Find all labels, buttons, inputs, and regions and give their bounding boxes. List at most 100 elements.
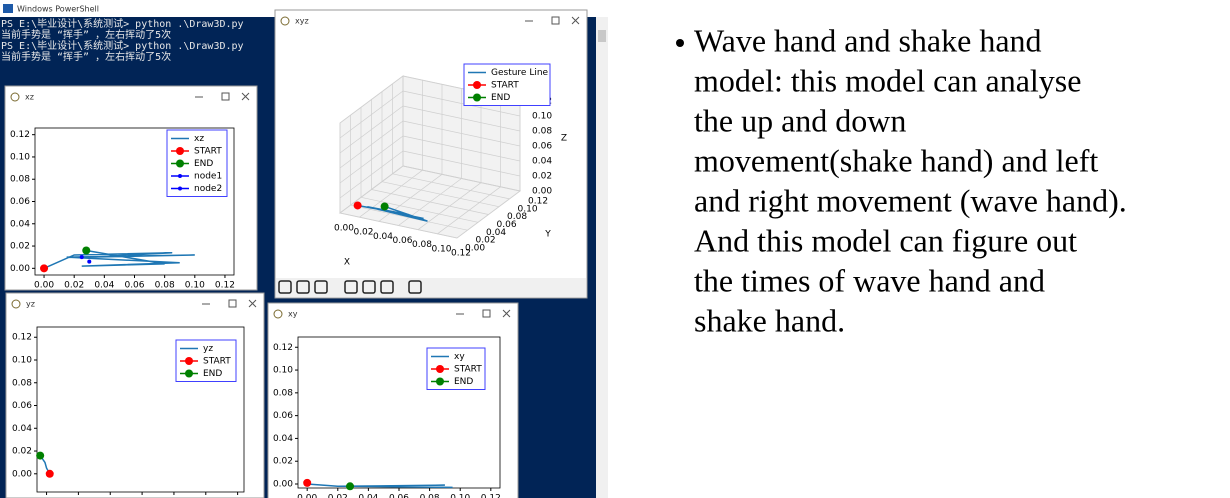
- legend-marker: [473, 81, 481, 89]
- save-button[interactable]: [408, 280, 422, 294]
- maximize-button[interactable]: [482, 309, 491, 318]
- maximize-button[interactable]: [228, 299, 237, 308]
- window-icon: [10, 92, 20, 102]
- slide-text-line: and right movement (wave hand).: [694, 182, 1127, 218]
- y-tick-label: 0.06: [497, 220, 517, 230]
- y-tick-label: 0.08: [507, 212, 527, 222]
- slide-text-line: And this model can figure out: [694, 222, 1077, 258]
- grid-line: [339, 135, 404, 184]
- close-button[interactable]: [241, 92, 250, 101]
- y-tick-label: 0.04: [10, 219, 30, 229]
- data-point: [87, 259, 92, 264]
- y-tick-label: 0.00: [465, 244, 485, 254]
- y-tick-label: 0.10: [518, 204, 538, 214]
- configure-button[interactable]: [380, 280, 394, 294]
- y-tick-label: 0.10: [10, 152, 30, 162]
- grid-line: [392, 173, 510, 200]
- figure-window: xz 0.00 0.02 0.04 0.06 0.08 0.10 0.12 0.00 0.02 0.…: [4, 85, 258, 291]
- grid-line: [339, 165, 404, 214]
- x-tick-label: 0.08: [412, 240, 432, 250]
- x-tick-label: 0.10: [431, 244, 451, 254]
- window-title: xyz: [295, 17, 309, 26]
- slide-text-line: the times of wave hand and: [694, 262, 1045, 298]
- legend-marker: [436, 377, 444, 386]
- data-line: [307, 483, 453, 489]
- legend-label: START: [491, 81, 519, 91]
- z-tick-label: 0.10: [532, 112, 552, 122]
- legend-marker: [185, 357, 193, 365]
- maximize-button[interactable]: [551, 16, 560, 25]
- legend-box: [426, 347, 486, 390]
- y-tick-label: 0.08: [10, 175, 30, 185]
- y-tick-label: 0.00: [10, 264, 30, 274]
- legend-marker: [436, 365, 444, 373]
- grid-line: [339, 150, 404, 199]
- x-tick-label: 0.00: [34, 281, 54, 291]
- data-line: [43, 249, 195, 270]
- slide-text-line: shake hand.: [694, 302, 845, 338]
- close-button[interactable]: [248, 299, 257, 308]
- z-tick-label: 0.04: [532, 157, 552, 167]
- x-tick-label: 0.02: [353, 228, 373, 238]
- scrollbar[interactable]: [596, 17, 608, 498]
- window-icon: [273, 309, 283, 319]
- z-tick-label: 0.02: [532, 172, 552, 182]
- data-line: [357, 204, 428, 222]
- data-point: [346, 482, 355, 491]
- x-tick-label: 0.06: [392, 236, 412, 246]
- z-axis-label: Z: [561, 134, 567, 144]
- console-line: 当前手势是 “挥手” ，左右挥动了5次: [1, 28, 171, 41]
- x-tick-label: 0.02: [328, 494, 348, 498]
- maximize-button[interactable]: [221, 92, 230, 101]
- legend-marker: [185, 369, 193, 378]
- zoom-button[interactable]: [362, 280, 376, 294]
- close-button[interactable]: [571, 16, 580, 25]
- grid-line: [402, 165, 521, 192]
- grid-line: [339, 120, 404, 169]
- forward-button[interactable]: [314, 280, 328, 294]
- close-button[interactable]: [502, 309, 511, 318]
- home-button[interactable]: [278, 280, 292, 294]
- x-tick-label: 0.04: [94, 281, 114, 291]
- grid-line: [360, 196, 479, 223]
- window-icon: [280, 16, 290, 26]
- console-line: PS E:\毕业设计\系统测试> python .\Draw3D.py: [1, 39, 244, 52]
- console-line: 当前手势是 “挥手” ，左右挥动了5次: [1, 50, 171, 63]
- x-tick-label: 0.08: [155, 281, 175, 291]
- z-tick-label: 0.00: [532, 187, 552, 197]
- slide-text: Wave hand and shake hand model: this mode…: [694, 22, 1127, 338]
- x-tick-label: 0.10: [450, 494, 470, 498]
- back-button[interactable]: [296, 280, 310, 294]
- grid-line: [339, 212, 458, 239]
- grid-line: [402, 90, 521, 117]
- pan-button[interactable]: [344, 280, 358, 294]
- y-tick-label: 0.04: [486, 228, 506, 238]
- console-line: PS E:\毕业设计\系统测试> python .\Draw3D.py: [1, 17, 244, 30]
- legend-label: xy: [454, 352, 465, 362]
- x-tick-label: 0.04: [358, 494, 378, 498]
- y-tick-label: 0.12: [273, 343, 293, 353]
- x-tick-label: 0.04: [373, 232, 393, 242]
- slide-text-line: the up and down: [694, 102, 906, 138]
- legend-marker: [176, 159, 184, 168]
- data-point: [380, 202, 389, 211]
- data-point: [79, 255, 84, 260]
- x-tick-label: 0.06: [389, 494, 409, 498]
- figure-window: yz0.000.020.040.060.080.100.120.000.020.…: [5, 292, 265, 498]
- x-tick-label: 0.08: [420, 494, 440, 498]
- legend-label: yz: [203, 344, 213, 354]
- y-tick-label: 0.06: [273, 411, 293, 421]
- y-tick-label: 0.00: [12, 469, 32, 479]
- window-title: xy: [288, 310, 298, 319]
- legend-label: END: [203, 369, 222, 379]
- legend-label: END: [454, 377, 473, 387]
- bullet: [676, 39, 684, 47]
- scroll-thumb[interactable]: [598, 30, 606, 42]
- legend-label: END: [194, 159, 213, 169]
- data-point: [82, 246, 91, 255]
- data-point: [45, 469, 54, 478]
- y-tick-label: 0.00: [273, 480, 293, 490]
- legend-label: Gesture Line: [491, 68, 549, 78]
- y-tick-label: 0.06: [12, 401, 32, 411]
- grid-line: [339, 105, 404, 154]
